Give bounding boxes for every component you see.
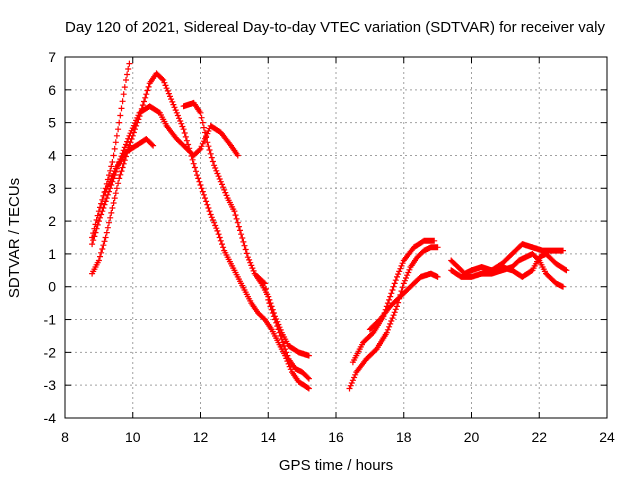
x-axis-label: GPS time / hours	[279, 457, 393, 474]
data-marker-trail	[478, 250, 570, 280]
y-tick-label: -1	[44, 312, 57, 328]
series-track-i	[366, 270, 441, 333]
data-marker-trail	[346, 244, 441, 392]
x-tick-label: 8	[61, 429, 69, 445]
data-marker-trail	[255, 273, 312, 382]
series-track-d	[102, 136, 157, 195]
x-tick-label: 14	[260, 429, 276, 445]
y-axis-label: SDTVAR / TECUs	[6, 178, 23, 298]
x-tick-label: 24	[599, 429, 615, 445]
data-marker-trail	[366, 270, 441, 333]
y-tick-label: 7	[48, 49, 56, 65]
series-track-l	[478, 250, 570, 280]
y-tick-label: 2	[48, 213, 56, 229]
series-track-f	[255, 273, 312, 382]
y-tick-label: 4	[48, 147, 56, 163]
data-points	[89, 60, 570, 392]
x-tick-label: 12	[193, 429, 209, 445]
chart-title: Day 120 of 2021, Sidereal Day-to-day VTE…	[65, 19, 605, 36]
y-tick-label: 1	[48, 246, 56, 262]
y-tick-label: 3	[48, 180, 56, 196]
y-tick-label: 5	[48, 115, 56, 131]
x-tick-label: 22	[531, 429, 547, 445]
x-tick-label: 10	[125, 429, 141, 445]
y-tick-label: 0	[48, 279, 56, 295]
x-tick-label: 16	[328, 429, 344, 445]
x-tick-label: 20	[464, 429, 480, 445]
data-marker-trail	[102, 136, 157, 195]
y-tick-label: 6	[48, 82, 56, 98]
y-tick-label: -3	[44, 377, 57, 393]
grid	[65, 57, 607, 418]
y-tick-label: -4	[44, 410, 57, 426]
x-tick-label: 18	[396, 429, 412, 445]
series-track-g	[346, 244, 441, 392]
y-tick-label: -2	[44, 344, 57, 360]
